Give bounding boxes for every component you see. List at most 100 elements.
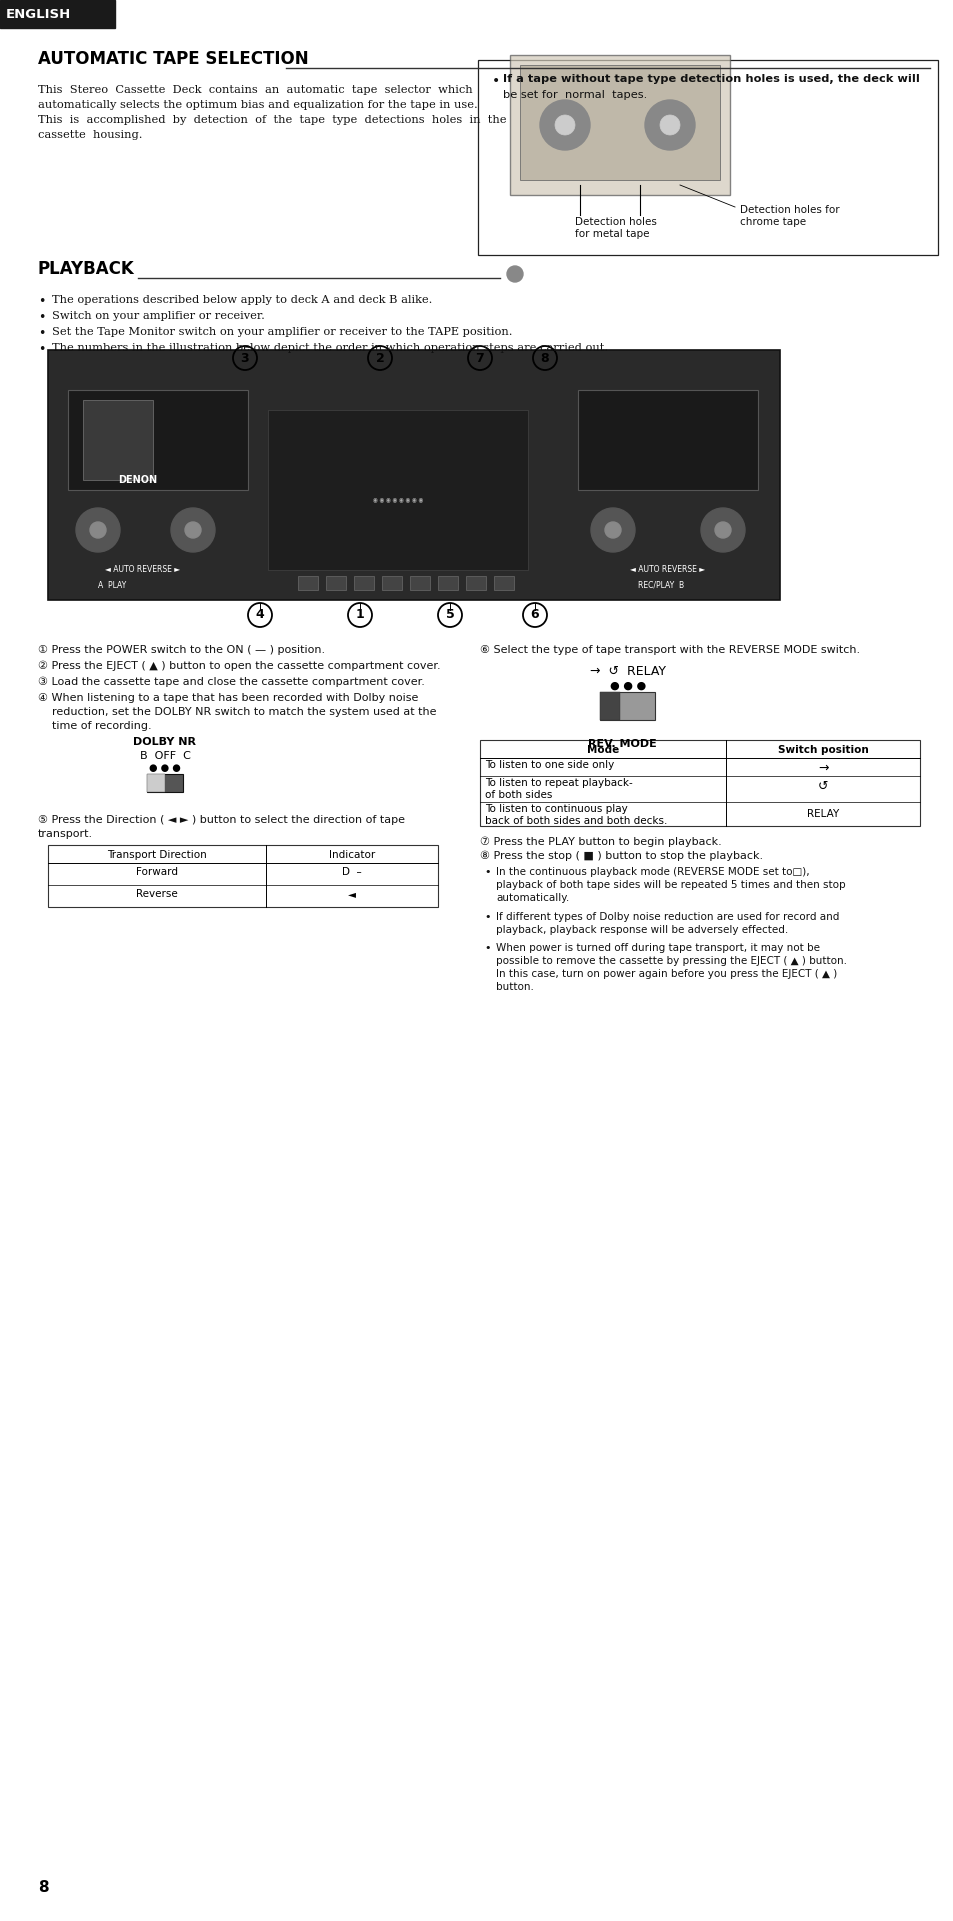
Text: In the continuous playback mode (REVERSE MODE set to□),: In the continuous playback mode (REVERSE… (496, 866, 809, 878)
Text: →  ↺  RELAY: → ↺ RELAY (589, 665, 665, 678)
Text: ⑦ Press the PLAY button to begin playback.: ⑦ Press the PLAY button to begin playbac… (479, 838, 721, 847)
Bar (437, 576, 457, 590)
Text: ① Press the POWER switch to the ON ( — ) position.: ① Press the POWER switch to the ON ( — )… (38, 645, 325, 655)
Text: ◉ ◉ ◉ ◉ ◉ ◉ ◉ ◉: ◉ ◉ ◉ ◉ ◉ ◉ ◉ ◉ (373, 498, 423, 503)
Text: 2: 2 (375, 352, 384, 365)
Text: DENON: DENON (118, 474, 157, 484)
Text: To listen to repeat playback-: To listen to repeat playback- (484, 778, 632, 788)
Circle shape (555, 115, 575, 134)
Text: Detection holes
for metal tape: Detection holes for metal tape (575, 217, 657, 238)
Text: This  is  accomplished  by  detection  of  the  tape  type  detections  holes  i: This is accomplished by detection of the… (38, 115, 506, 125)
Text: 7: 7 (476, 352, 484, 365)
Text: ③ Load the cassette tape and close the cassette compartment cover.: ③ Load the cassette tape and close the c… (38, 676, 424, 688)
Bar (599, 692, 655, 720)
Bar (477, 60, 937, 255)
Text: •: • (38, 311, 46, 325)
Text: 8: 8 (38, 1881, 49, 1894)
Text: ◄: ◄ (348, 889, 355, 899)
Text: ④ When listening to a tape that has been recorded with Dolby noise: ④ When listening to a tape that has been… (38, 693, 418, 703)
Text: Mode: Mode (586, 745, 618, 755)
Text: •: • (38, 296, 46, 307)
Text: Transport Direction: Transport Direction (107, 849, 207, 861)
Text: ◄ AUTO REVERSE ►: ◄ AUTO REVERSE ► (106, 565, 180, 574)
Bar (68, 390, 248, 490)
Text: The numbers in the illustration below depict the order in which operation steps : The numbers in the illustration below de… (52, 344, 607, 353)
Text: Set the Tape Monitor switch on your amplifier or receiver to the TAPE position.: Set the Tape Monitor switch on your ampl… (52, 327, 512, 336)
Text: time of recording.: time of recording. (38, 720, 152, 732)
Bar (494, 576, 514, 590)
Bar (599, 692, 619, 720)
Text: cassette  housing.: cassette housing. (38, 131, 142, 140)
Text: of both sides: of both sides (484, 790, 552, 799)
Text: back of both sides and both decks.: back of both sides and both decks. (484, 816, 667, 826)
Text: Reverse: Reverse (136, 889, 178, 899)
Text: button.: button. (496, 982, 534, 991)
Text: possible to remove the cassette by pressing the EJECT ( ▲ ) button.: possible to remove the cassette by press… (496, 957, 846, 966)
Text: ⑧ Press the stop ( ■ ) button to stop the playback.: ⑧ Press the stop ( ■ ) button to stop th… (479, 851, 762, 861)
Text: If different types of Dolby noise reduction are used for record and: If different types of Dolby noise reduct… (496, 912, 839, 922)
Text: The operations described below apply to deck A and deck B alike.: The operations described below apply to … (52, 296, 432, 305)
Circle shape (76, 507, 120, 551)
Text: To listen to one side only: To listen to one side only (484, 761, 614, 770)
Bar (83, 400, 152, 480)
Circle shape (171, 507, 214, 551)
Text: If a tape without tape type detection holes is used, the deck will: If a tape without tape type detection ho… (502, 75, 919, 85)
Bar (510, 56, 729, 196)
Text: This  Stereo  Cassette  Deck  contains  an  automatic  tape  selector  which: This Stereo Cassette Deck contains an au… (38, 85, 472, 94)
Bar (48, 845, 437, 907)
Text: REC/PLAY  B: REC/PLAY B (638, 580, 683, 590)
Bar (268, 409, 527, 571)
Text: ● ● ●: ● ● ● (149, 763, 181, 772)
Circle shape (90, 523, 106, 538)
Bar (147, 774, 165, 791)
Text: ENGLISH: ENGLISH (6, 8, 71, 21)
Text: 8: 8 (540, 352, 549, 365)
Bar (479, 740, 919, 826)
Text: 6: 6 (530, 609, 538, 622)
Text: 1: 1 (355, 609, 364, 622)
Text: Detection holes for
chrome tape: Detection holes for chrome tape (740, 206, 839, 227)
Text: B  OFF  C: B OFF C (139, 751, 191, 761)
Text: D  –: D – (342, 866, 362, 878)
Text: ⑤ Press the Direction ( ◄ ► ) button to select the direction of tape: ⑤ Press the Direction ( ◄ ► ) button to … (38, 815, 405, 824)
Circle shape (185, 523, 201, 538)
Text: automatically.: automatically. (496, 893, 569, 903)
Text: playback of both tape sides will be repeated 5 times and then stop: playback of both tape sides will be repe… (496, 880, 844, 889)
Text: Indicator: Indicator (329, 849, 375, 861)
Text: AUTOMATIC TAPE SELECTION: AUTOMATIC TAPE SELECTION (38, 50, 309, 67)
Circle shape (506, 265, 522, 282)
Text: automatically selects the optimum bias and equalization for the tape in use.: automatically selects the optimum bias a… (38, 100, 477, 109)
Text: 4: 4 (255, 609, 264, 622)
Text: When power is turned off during tape transport, it may not be: When power is turned off during tape tra… (496, 943, 820, 953)
Text: ⑥ Select the type of tape transport with the REVERSE MODE switch.: ⑥ Select the type of tape transport with… (479, 645, 860, 655)
Text: To listen to continuous play: To listen to continuous play (484, 805, 627, 815)
Text: •: • (483, 912, 490, 922)
Text: ↺: ↺ (817, 780, 827, 793)
Circle shape (714, 523, 730, 538)
Text: •: • (483, 866, 490, 878)
Text: Forward: Forward (136, 866, 178, 878)
Circle shape (539, 100, 589, 150)
Bar (147, 774, 183, 791)
Text: 5: 5 (445, 609, 454, 622)
Circle shape (590, 507, 635, 551)
Bar (297, 576, 317, 590)
Text: •: • (38, 327, 46, 340)
Text: transport.: transport. (38, 830, 93, 839)
Bar (578, 390, 758, 490)
Text: be set for  normal  tapes.: be set for normal tapes. (502, 90, 646, 100)
Text: •: • (483, 943, 490, 953)
Circle shape (604, 523, 620, 538)
Bar (0, 0, 115, 29)
Bar (410, 576, 430, 590)
Text: ◄ AUTO REVERSE ►: ◄ AUTO REVERSE ► (630, 565, 705, 574)
Bar (48, 350, 780, 599)
Bar (326, 576, 346, 590)
Bar (465, 576, 485, 590)
Text: 3: 3 (240, 352, 249, 365)
Text: reduction, set the DOLBY NR switch to match the system used at the: reduction, set the DOLBY NR switch to ma… (38, 707, 436, 717)
Text: RELAY: RELAY (806, 809, 839, 818)
Text: PLAYBACK: PLAYBACK (38, 259, 134, 279)
Circle shape (700, 507, 744, 551)
Text: →: → (817, 763, 827, 774)
